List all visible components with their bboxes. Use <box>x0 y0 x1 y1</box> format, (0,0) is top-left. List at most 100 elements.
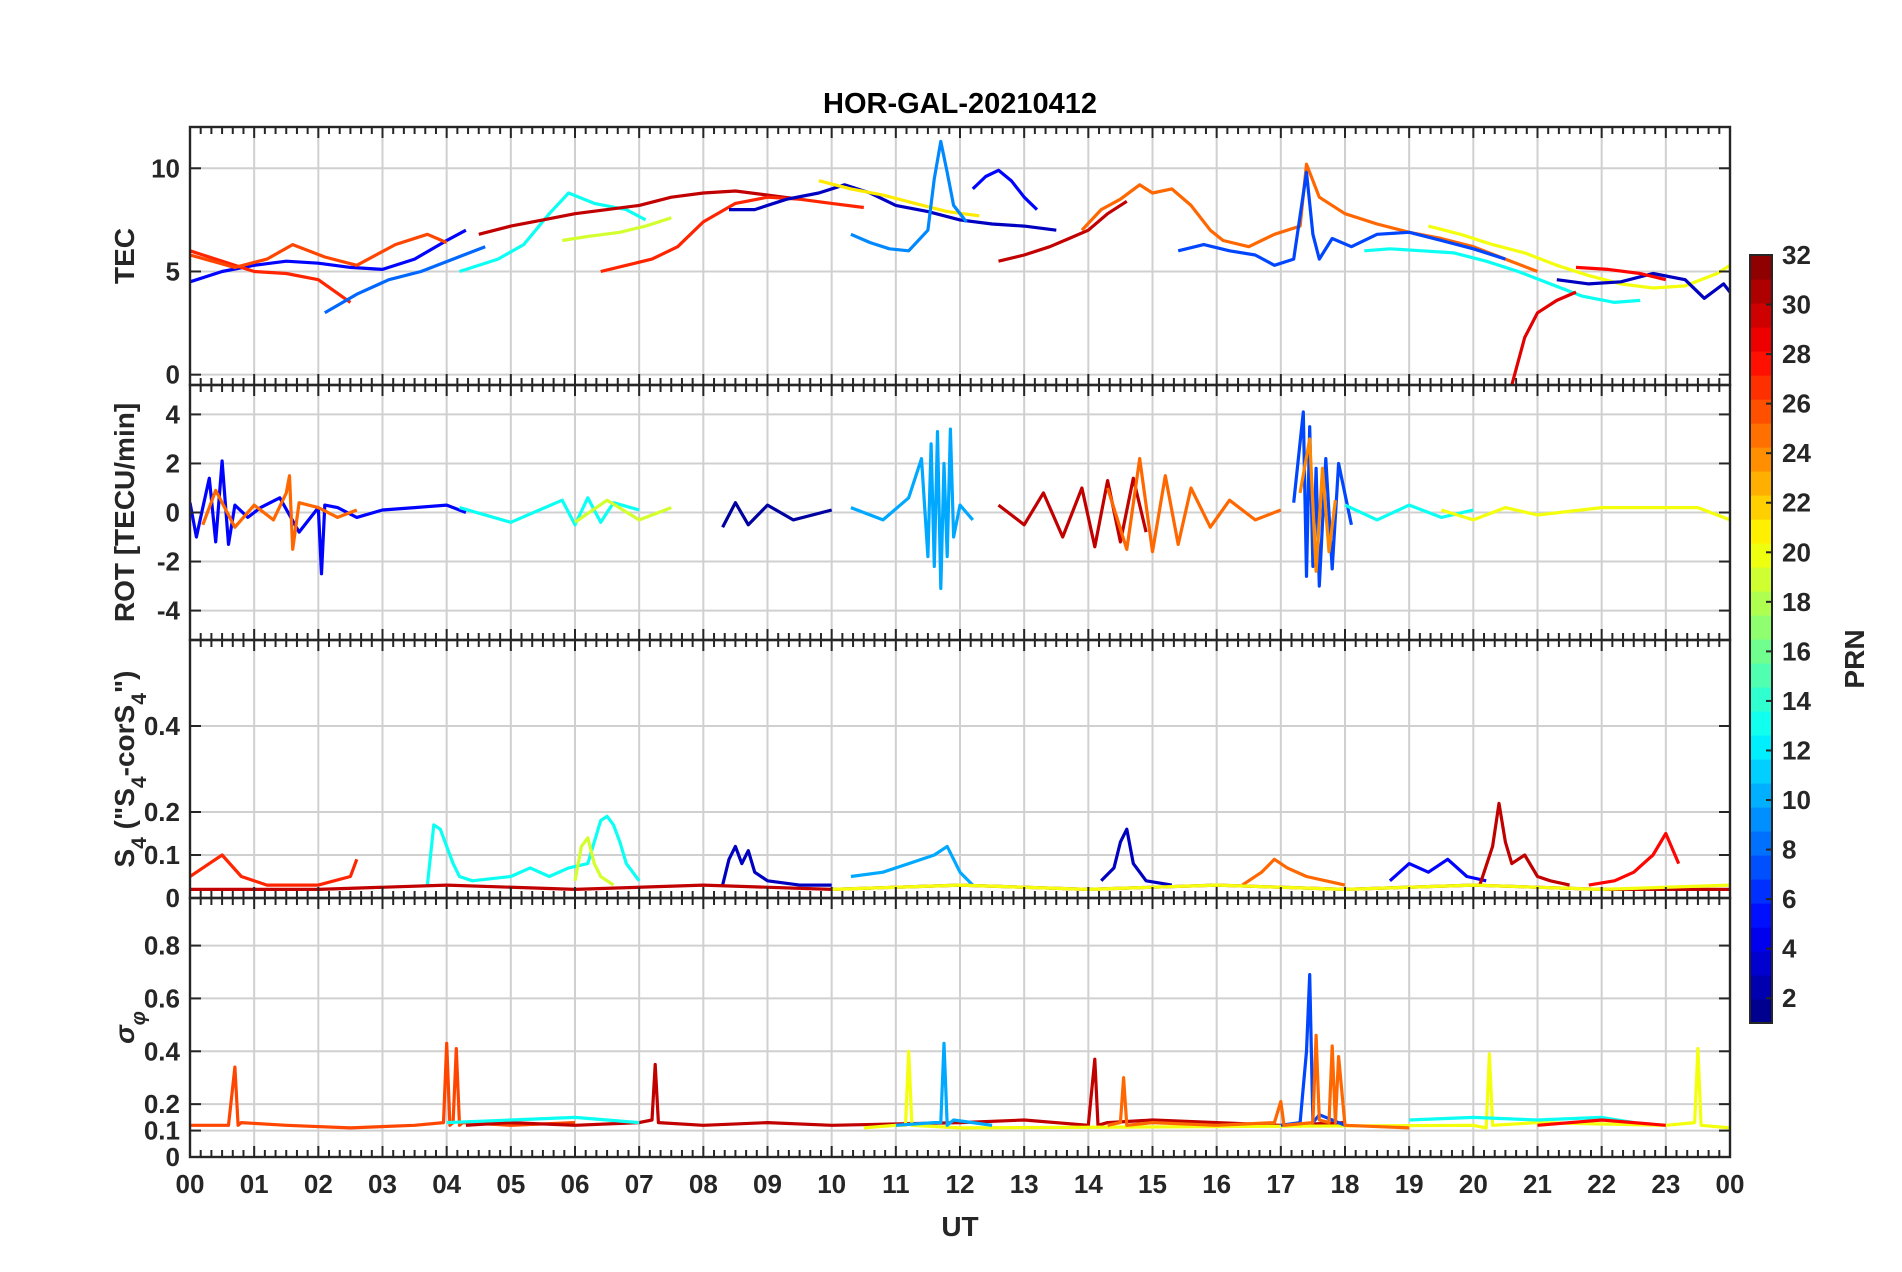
colorbar-segment <box>1750 975 1772 1000</box>
colorbar-tick-label: 2 <box>1782 983 1796 1013</box>
x-tick-label: 21 <box>1523 1169 1552 1199</box>
colorbar-segment <box>1750 519 1772 544</box>
y-tick-label: 5 <box>166 256 180 286</box>
colorbar-segment <box>1750 735 1772 760</box>
series-prn-3 <box>1556 271 1730 300</box>
colorbar-tick-label: 22 <box>1782 488 1811 518</box>
series-prn-5 <box>1388 857 1487 883</box>
series-prn-3 <box>729 183 1057 232</box>
series-prn-13 <box>1409 1115 1635 1125</box>
x-tick-label: 16 <box>1202 1169 1231 1199</box>
series-prn-2 <box>721 501 833 528</box>
y-tick-label: 0.8 <box>144 931 180 961</box>
panel-series <box>190 139 1730 385</box>
colorbar-tick-label: 12 <box>1782 735 1811 765</box>
y-tick-label: 0 <box>166 498 180 528</box>
x-tick-label: 10 <box>817 1169 846 1199</box>
x-tick-label: 12 <box>946 1169 975 1199</box>
series-prn-27 <box>190 249 352 304</box>
colorbar-segment <box>1750 399 1772 424</box>
colorbar-segment <box>1750 543 1772 568</box>
series-prn-26 <box>190 1041 576 1130</box>
series-prn-10 <box>850 427 975 591</box>
x-tick-label: 15 <box>1138 1169 1167 1199</box>
colorbar-segment <box>1750 303 1772 328</box>
y-tick-label: -4 <box>157 596 181 626</box>
series-prn-20 <box>1428 224 1730 290</box>
colorbar-tick-label: 26 <box>1782 389 1811 419</box>
colorbar-segment <box>1750 831 1772 856</box>
x-tick-label: 07 <box>625 1169 654 1199</box>
panel-sigma_phi: 00.10.2 0.4 0.6 0.8 σφ <box>109 896 1732 1172</box>
y-tick-label: 2 <box>166 448 180 478</box>
x-tick-label: 14 <box>1074 1169 1103 1199</box>
y-tick-label: 10 <box>151 153 180 183</box>
series-prn-3 <box>1100 827 1173 887</box>
colorbar-segment <box>1750 783 1772 808</box>
series-prn-10 <box>850 844 974 887</box>
series-prn-28 <box>1575 265 1667 282</box>
series-prn-30 <box>998 199 1128 263</box>
colorbar-segment <box>1750 351 1772 376</box>
series-prn-5 <box>971 168 1039 211</box>
chart-title: HOR-GAL-20210412 <box>823 88 1097 120</box>
series-prn-27 <box>190 853 359 887</box>
y-tick-label: 0.2 <box>144 797 180 827</box>
colorbar-tick-label: 24 <box>1782 438 1811 468</box>
colorbar-segment <box>1750 663 1772 688</box>
colorbar-tick-label: 32 <box>1782 240 1811 270</box>
series-prn-30 <box>997 476 1148 549</box>
colorbar-tick-label: 28 <box>1782 339 1811 369</box>
colorbar-tick-label: 4 <box>1782 934 1797 964</box>
colorbar-segment <box>1750 447 1772 472</box>
y-tick-label: 0.2 <box>144 1089 180 1119</box>
y-tick-label: 0.4 <box>144 711 181 741</box>
panel-series <box>190 801 1730 892</box>
x-tick-labels: 00 01 02 03 04 05 06 07 08 09 10 11 12 13 14 15 16 17 18 19… <box>176 1169 1745 1199</box>
colorbar-tick-label: 8 <box>1782 835 1796 865</box>
y-axis-label: TEC <box>109 228 140 284</box>
y-tick-label: 0 <box>166 1142 180 1172</box>
panel-rot: -4 -2 0 2 4 ROT [TECU/min] <box>109 383 1732 642</box>
x-tick-label: 06 <box>561 1169 590 1199</box>
series-prn-7 <box>1177 170 1506 267</box>
x-tick-label: 13 <box>1010 1169 1039 1199</box>
colorbar-segment <box>1750 591 1772 616</box>
x-axis-label: UT <box>941 1211 978 1242</box>
x-tick-label: 17 <box>1266 1169 1295 1199</box>
y-axis-label: S4 ("S4-corS4") <box>109 671 151 868</box>
panel-minor-ticks <box>189 898 1731 1157</box>
series-prn-20 <box>863 1046 1730 1130</box>
series-prn-30 <box>478 189 800 236</box>
y-tick-label: -2 <box>157 547 180 577</box>
panel-y-ticks: 00.10.2 0.4 0.6 0.8 <box>144 931 1730 1172</box>
panel-y-ticks: 0 5 10 <box>151 153 1730 390</box>
y-tick-label: 4 <box>166 399 181 429</box>
x-tick-label: 02 <box>304 1169 333 1199</box>
colorbar-tick-label: 10 <box>1782 785 1811 815</box>
series-prn-21 <box>818 179 980 218</box>
colorbar-segment <box>1750 567 1772 592</box>
colorbar-frame <box>1749 254 1773 1024</box>
y-tick-label: 0.6 <box>144 983 180 1013</box>
colorbar-segment <box>1750 255 1772 280</box>
series-prn-30 <box>1478 801 1570 887</box>
panel-y-ticks: 0 0.1 0.2 0.4 <box>144 711 1730 913</box>
series-prn-24 <box>1298 437 1337 573</box>
series-prn-7 <box>1292 410 1353 588</box>
colorbar-segment <box>1750 471 1772 496</box>
colorbar-tick-label: 6 <box>1782 884 1796 914</box>
colorbar-segment <box>1750 279 1772 304</box>
colorbar-segment <box>1750 927 1772 952</box>
colorbar-segment <box>1750 423 1772 448</box>
y-tick-label: 0 <box>166 883 180 913</box>
y-tick-label: 0.1 <box>144 1116 180 1146</box>
colorbar-tick-label: 18 <box>1782 587 1811 617</box>
colorbar-segment <box>1750 903 1772 928</box>
x-tick-label: 11 <box>882 1169 910 1199</box>
series-prn-19 <box>573 836 615 887</box>
x-tick-label: 09 <box>753 1169 782 1199</box>
x-tick-label: 08 <box>689 1169 718 1199</box>
colorbar-segment <box>1750 999 1772 1024</box>
